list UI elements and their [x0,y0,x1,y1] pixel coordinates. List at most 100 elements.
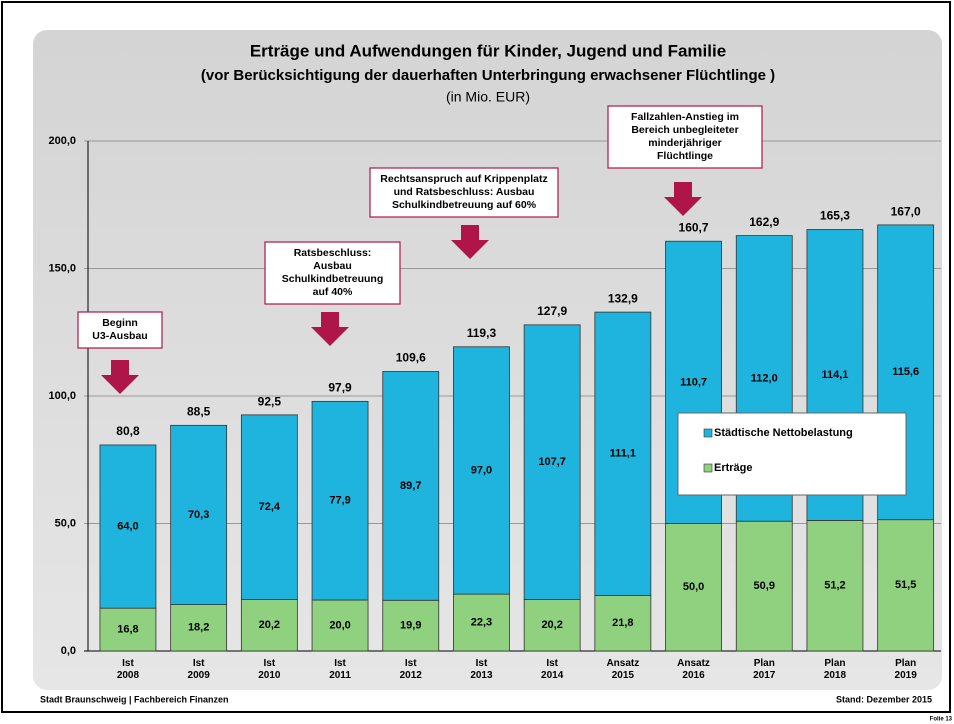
value-label: 64,0 [117,520,138,532]
x-tick-label: Ist 2009 [188,658,211,681]
x-tick-label: Ansatz 2016 [677,658,710,681]
legend-label: Erträge [714,462,753,474]
value-label: 19,9 [400,620,421,632]
x-tick-label: Ist 2012 [400,658,423,681]
y-tick-label: 150,0 [48,262,76,274]
bar-segment [240,414,298,600]
bar-segment [877,519,935,652]
annotation-text: auf 40% [313,286,353,298]
total-label: 127,9 [537,304,567,318]
bar-segment [311,599,369,652]
value-label: 115,6 [892,366,919,378]
bar-segment [594,595,652,652]
bar-segment [311,400,369,601]
footer-left: Stadt Braunschweig | Fachbereich Finanze… [40,694,229,704]
total-label: 88,5 [187,404,211,418]
total-label: 109,6 [396,351,426,365]
annotation-text: Fallzahlen-Anstieg im [631,111,739,123]
x-tick-label: Plan 2018 [824,658,847,681]
legend-swatch [703,428,713,438]
legend-label: Städtische Nettobelastung [714,427,853,439]
value-label: 50,9 [754,580,775,592]
chart-subtitle: (vor Berücksichtigung der dauerhaften Un… [201,67,775,84]
annotation-text: minderjähriger [648,137,722,149]
value-label: 18,2 [188,622,209,634]
annotation-text: Ausbau [313,260,352,272]
value-label: 111,1 [610,448,636,460]
legend-box [677,412,907,496]
bar-segment [240,599,298,652]
value-label: 107,7 [538,456,566,468]
value-label: 51,2 [824,580,845,592]
total-label: 92,5 [258,394,282,408]
value-label: 77,9 [329,495,350,507]
total-label: 165,3 [820,209,850,223]
x-tick-label: Ansatz 2015 [606,658,639,681]
annotation-arrow [101,360,139,394]
annotation-box [264,241,401,305]
value-label: 72,4 [259,501,281,513]
value-label: 20,0 [329,619,350,631]
total-label: 80,8 [116,424,140,438]
annotation-text: Rechtsanspruch auf Krippenplatz [380,173,547,185]
total-label: 119,3 [467,326,497,340]
value-label: 16,8 [117,623,138,635]
chart-title: Erträge und Aufwendungen für Kinder, Jug… [250,41,726,60]
annotation-arrow [664,182,702,216]
x-tick-label: Ist 2010 [258,658,281,681]
slide-number: Folie 13 [930,717,953,723]
annotation-text: Schulkindbetreuung auf 60% [392,199,537,211]
annotation-text: Bereich unbegleiteter [631,124,738,136]
x-tick-label: Ist 2013 [470,658,493,681]
x-tick-label: Ist 2014 [541,658,564,681]
bar-segment [170,604,228,652]
annotation-box [77,311,163,349]
bar-segment [382,371,440,601]
bar-segment [453,593,510,652]
annotation-text: Schulkindbetreuung [282,273,384,285]
annotation-text: Beginn [102,317,138,329]
value-label: 114,1 [821,369,848,381]
value-label: 20,2 [541,619,562,631]
total-label: 160,7 [679,220,709,234]
value-label: 20,2 [259,619,280,631]
value-label: 110,7 [680,376,707,388]
y-tick-label: 50,0 [55,517,76,529]
x-tick-label: Ist 2008 [117,658,140,681]
legend-swatch [703,463,713,473]
y-tick-label: 0,0 [61,645,76,657]
value-label: 21,8 [612,617,633,629]
total-label: 132,9 [608,291,638,305]
bar-segment [170,424,228,605]
value-label: 22,3 [471,616,492,628]
bar-segment [735,520,793,652]
bar-segment [99,444,157,609]
bar-segment [382,599,440,652]
value-label: 51,5 [895,579,916,591]
y-tick-label: 200,0 [48,135,76,147]
value-label: 97,0 [471,464,492,476]
value-label: 50,0 [683,581,704,593]
y-tick-label: 100,0 [48,390,76,402]
value-label: 70,3 [188,509,209,521]
x-tick-label: Plan 2017 [753,658,776,681]
annotation-box [369,167,559,218]
total-label: 167,0 [891,204,921,218]
total-label: 162,9 [749,215,779,229]
footer-right: Stand: Dezember 2015 [836,694,932,704]
bar-segment [665,523,722,652]
bar-segment [523,324,581,600]
value-label: 112,0 [751,372,778,384]
bar-segment [453,346,510,595]
annotation-box [607,105,763,169]
total-label: 97,9 [328,381,352,395]
bar-segment [594,311,652,596]
x-tick-label: Plan 2019 [895,658,918,681]
annotation-arrow [311,312,349,346]
bar-segment [806,520,864,652]
annotation-text: U3-Ausbau [92,330,147,342]
x-tick-label: Ist 2011 [329,658,351,681]
annotation-text: Ratsbeschluss: [294,247,372,259]
annotation-text: und Ratsbeschluss: Ausbau [394,186,535,198]
